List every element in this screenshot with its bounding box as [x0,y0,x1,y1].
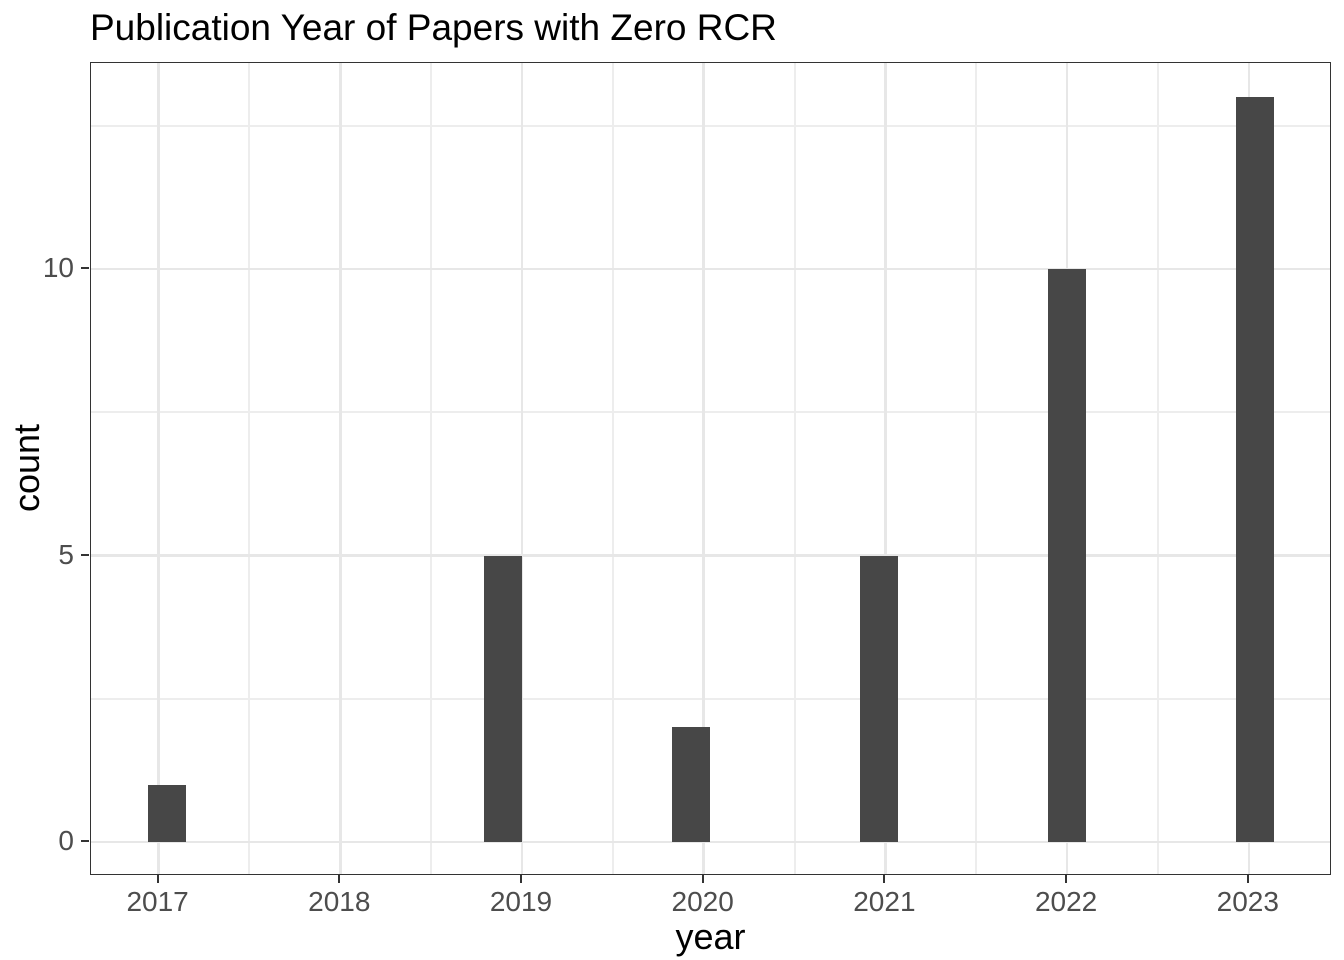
x-minor-gridline [430,63,433,874]
x-minor-gridline [975,63,978,874]
y-minor-gridline [91,411,1330,414]
y-tick-label: 5 [58,538,74,570]
x-tick-label: 2019 [489,886,553,917]
x-tick-mark [156,875,159,883]
bar-2023 [1235,97,1274,842]
x-major-gridline [702,63,705,874]
x-major-gridline [520,63,524,874]
y-minor-gridline [91,124,1330,127]
x-minor-gridline [793,63,796,874]
bar-2022 [1048,269,1087,842]
x-tick-label: 2021 [853,886,916,917]
y-major-gridline [91,554,1330,557]
x-tick-mark [1246,875,1249,883]
x-tick-mark [701,875,704,883]
y-tick-mark [81,840,89,842]
x-axis-title: year [675,916,746,957]
x-minor-gridline [611,63,614,874]
plot-panel [90,62,1331,875]
x-tick-mark [520,875,522,883]
y-tick-label: 0 [58,825,74,856]
x-minor-gridline [248,63,251,874]
bar-2019 [484,555,522,842]
x-major-gridline [157,63,160,874]
x-tick-mark [1065,875,1068,883]
x-tick-label: 2020 [671,886,734,917]
x-minor-gridline [1156,63,1159,874]
y-tick-label: 10 [42,252,74,283]
y-tick-mark [81,267,89,269]
y-tick-mark [81,553,89,556]
bar-2020 [672,727,711,842]
x-tick-label: 2017 [126,886,189,917]
x-major-gridline [884,63,887,874]
x-tick-label: 2022 [1034,886,1098,917]
plot-title: Publication Year of Papers with Zero RCR [90,7,777,48]
x-tick-mark [338,875,341,883]
bar-2017 [147,784,186,842]
y-minor-gridline [91,697,1330,700]
bar-2021 [859,555,898,842]
x-tick-mark [883,875,886,883]
y-major-gridline [91,267,1330,271]
y-major-gridline [91,840,1330,844]
x-tick-label: 2018 [308,886,371,917]
x-major-gridline [339,63,342,874]
x-tick-label: 2023 [1216,886,1279,917]
